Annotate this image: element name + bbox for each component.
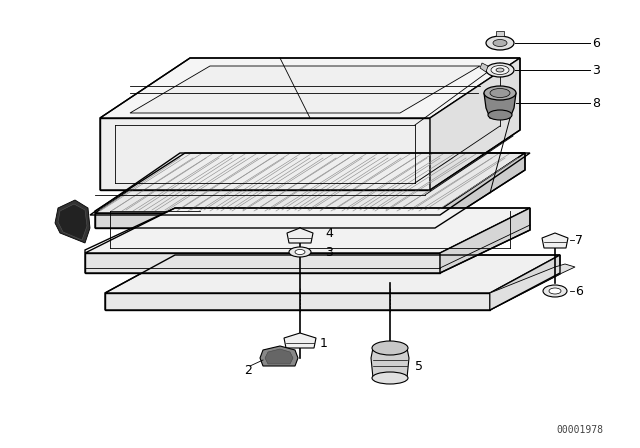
Polygon shape xyxy=(480,63,488,72)
Polygon shape xyxy=(440,208,530,273)
Polygon shape xyxy=(95,153,525,213)
Polygon shape xyxy=(490,264,575,310)
Ellipse shape xyxy=(488,110,512,120)
Text: 4: 4 xyxy=(325,227,333,240)
Ellipse shape xyxy=(484,86,516,100)
Ellipse shape xyxy=(486,36,514,50)
Polygon shape xyxy=(287,228,313,243)
Polygon shape xyxy=(430,58,520,190)
Polygon shape xyxy=(100,118,430,190)
Text: 1: 1 xyxy=(320,336,328,349)
Ellipse shape xyxy=(491,65,509,74)
Ellipse shape xyxy=(372,341,408,355)
Polygon shape xyxy=(542,233,568,248)
Text: 00001978: 00001978 xyxy=(557,425,604,435)
Text: 5: 5 xyxy=(415,359,423,372)
Ellipse shape xyxy=(289,247,311,257)
Ellipse shape xyxy=(496,68,504,72)
Ellipse shape xyxy=(543,285,567,297)
Polygon shape xyxy=(484,93,516,118)
Polygon shape xyxy=(85,253,440,273)
Polygon shape xyxy=(371,343,409,378)
Ellipse shape xyxy=(486,63,514,77)
Polygon shape xyxy=(85,208,530,253)
Ellipse shape xyxy=(549,288,561,294)
Polygon shape xyxy=(260,346,298,366)
Ellipse shape xyxy=(372,372,408,384)
Polygon shape xyxy=(105,293,490,310)
Ellipse shape xyxy=(490,89,510,98)
Polygon shape xyxy=(130,66,480,113)
Text: 6: 6 xyxy=(592,36,600,49)
Text: 3: 3 xyxy=(592,64,600,77)
Polygon shape xyxy=(435,153,525,228)
Text: 8: 8 xyxy=(592,96,600,109)
Text: 2: 2 xyxy=(244,363,252,376)
Text: 3: 3 xyxy=(325,246,333,258)
Ellipse shape xyxy=(493,39,507,47)
Text: 7: 7 xyxy=(575,233,583,246)
Polygon shape xyxy=(58,204,87,240)
Polygon shape xyxy=(55,200,90,243)
Polygon shape xyxy=(496,31,504,36)
Polygon shape xyxy=(284,333,316,348)
Polygon shape xyxy=(100,58,520,118)
Text: 6: 6 xyxy=(575,284,583,297)
Ellipse shape xyxy=(295,250,305,254)
Polygon shape xyxy=(490,255,560,310)
Polygon shape xyxy=(265,349,293,364)
Polygon shape xyxy=(95,213,435,228)
Polygon shape xyxy=(105,255,560,293)
